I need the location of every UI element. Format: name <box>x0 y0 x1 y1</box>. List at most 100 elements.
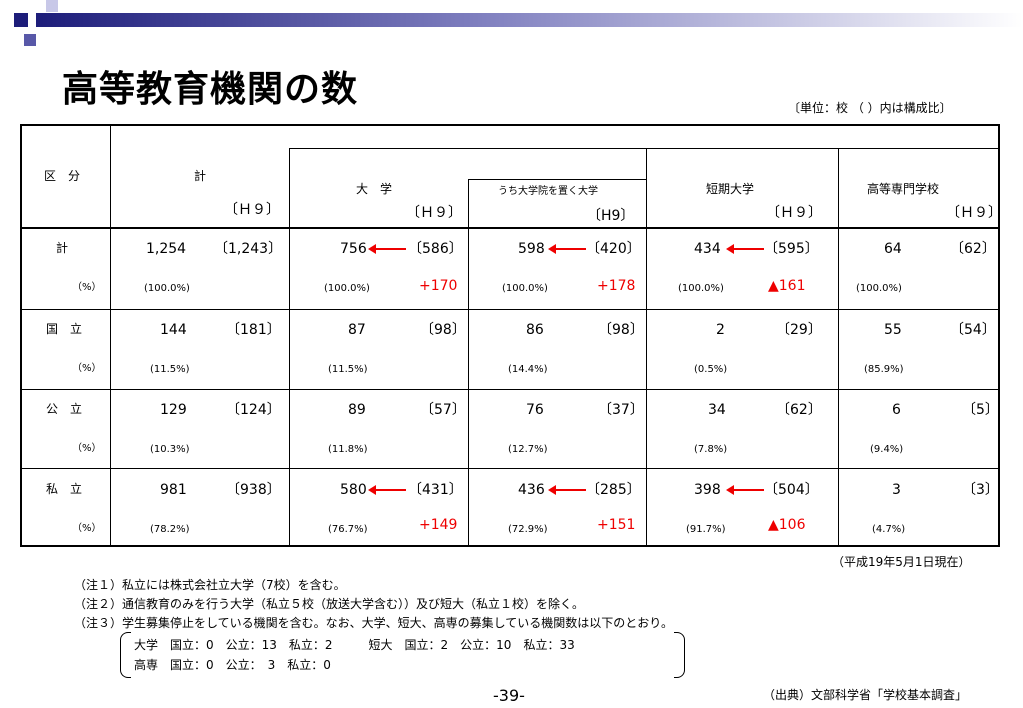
row-pct-label: （%） <box>72 282 102 293</box>
change-arrow <box>548 244 586 254</box>
cell-pct: (7.8%) <box>694 444 728 455</box>
cell-pct: (85.9%) <box>864 364 904 375</box>
cell-h9: 〔98〕 <box>420 322 466 338</box>
cell-value: 2 <box>716 322 725 338</box>
cell-diff: ▲106 <box>768 517 806 533</box>
change-arrow <box>726 244 764 254</box>
institutions-table: 区 分 計 〔Ｈ９〕 大 学 〔Ｈ９〕 うち大学院を置く大学 〔H9〕 短期大学… <box>20 124 1002 547</box>
cell-h9: 〔54〕 <box>950 322 996 338</box>
header-junior-h9: 〔Ｈ９〕 <box>766 205 822 221</box>
page-title: 高等教育機関の数 <box>62 69 359 110</box>
note-3: （注３）学生募集停止をしている機関を含む。なお、大学、短大、高専の募集している機… <box>74 616 674 630</box>
row-pct-label: （%） <box>72 443 102 454</box>
cell-h9: 〔1,243〕 <box>214 241 283 257</box>
cell-pct: (76.7%) <box>328 524 368 535</box>
cell-value: 129 <box>160 402 187 418</box>
cell-diff: +170 <box>419 278 458 294</box>
cell-h9: 〔285〕 <box>586 482 641 498</box>
cell-value: 89 <box>348 402 366 418</box>
cell-pct: (0.5%) <box>694 364 728 375</box>
left-bracket <box>120 632 131 678</box>
cell-value: 981 <box>160 482 187 498</box>
header-grad: うち大学院を置く大学 <box>498 186 598 197</box>
row-label: 公 立 <box>46 402 83 416</box>
cell-value: 87 <box>348 322 366 338</box>
cell-diff: +149 <box>419 517 458 533</box>
cell-pct: (12.7%) <box>508 444 548 455</box>
row-divider <box>289 148 998 149</box>
change-arrow <box>368 485 406 495</box>
cell-value: 434 <box>694 241 721 257</box>
recruiting-line-2: 高専 国立：0 公立： 3 私立：0 <box>134 658 331 672</box>
col-divider <box>838 148 839 545</box>
unit-note: 〔単位：校 （ ）内は構成比〕 <box>788 101 952 115</box>
cell-h9: 〔98〕 <box>598 322 644 338</box>
cell-pct: (91.7%) <box>686 524 726 535</box>
row-divider <box>22 389 998 390</box>
cell-h9: 〔62〕 <box>776 402 822 418</box>
row-label: 国 立 <box>46 322 83 336</box>
cell-value: 34 <box>708 402 726 418</box>
header-junior: 短期大学 <box>706 182 755 196</box>
cell-pct: (9.4%) <box>870 444 904 455</box>
cell-pct: (100.0%) <box>856 283 902 294</box>
header-total: 計 <box>194 169 207 183</box>
top-gradient-bar <box>36 13 1023 27</box>
cell-pct: (11.5%) <box>150 364 190 375</box>
page-number: -39- <box>493 686 525 705</box>
cell-h9: 〔595〕 <box>764 241 819 257</box>
cell-value: 86 <box>526 322 544 338</box>
cell-value: 144 <box>160 322 187 338</box>
cell-value: 64 <box>884 241 902 257</box>
cell-value: 598 <box>518 241 545 257</box>
header-tech-h9: 〔Ｈ９〕 <box>946 205 1002 221</box>
row-pct-label: （%） <box>72 363 102 374</box>
cell-value: 6 <box>892 402 901 418</box>
source-citation: （出典）文部科学省「学校基本調査」 <box>763 688 968 702</box>
cell-value: 3 <box>892 482 901 498</box>
corner-square-light <box>46 0 58 12</box>
col-divider <box>468 179 469 545</box>
header-univ-h9: 〔Ｈ９〕 <box>406 205 462 221</box>
cell-h9: 〔124〕 <box>226 402 281 418</box>
corner-square-dark <box>14 13 28 27</box>
corner-square-mid <box>24 34 36 46</box>
row-divider <box>468 179 646 180</box>
col-divider <box>110 126 111 545</box>
cell-pct: (11.8%) <box>328 444 368 455</box>
cell-pct: (100.0%) <box>502 283 548 294</box>
row-label: 計 <box>56 241 69 255</box>
note-1: （注１）私立には株式会社立大学（7校）を含む。 <box>74 578 346 592</box>
cell-pct: (10.3%) <box>150 444 190 455</box>
header-univ: 大 学 <box>356 182 393 196</box>
cell-h9: 〔431〕 <box>408 482 463 498</box>
header-category: 区 分 <box>44 169 81 183</box>
note-2: （注２）通信教育のみを行う大学（私立５校（放送大学含む））及び短大（私立１校）を… <box>74 597 585 611</box>
header-total-h9: 〔Ｈ９〕 <box>224 202 280 218</box>
cell-pct: (78.2%) <box>150 524 190 535</box>
header-tech: 高等専門学校 <box>867 182 940 196</box>
cell-h9: 〔5〕 <box>962 402 999 418</box>
header-grad-h9: 〔H9〕 <box>587 208 635 224</box>
cell-pct: (14.4%) <box>508 364 548 375</box>
cell-pct: (100.0%) <box>144 283 190 294</box>
right-bracket <box>674 632 685 678</box>
change-arrow <box>548 485 586 495</box>
cell-pct: (11.5%) <box>328 364 368 375</box>
recruiting-line-1: 大学 国立：0 公立：13 私立：2 短大 国立：2 公立：10 私立：33 <box>134 638 575 652</box>
as-of-date: （平成19年5月1日現在） <box>832 555 971 569</box>
cell-h9: 〔29〕 <box>776 322 822 338</box>
col-divider <box>289 148 290 545</box>
row-label: 私 立 <box>46 482 83 496</box>
change-arrow <box>368 244 406 254</box>
cell-h9: 〔938〕 <box>226 482 281 498</box>
cell-value: 580 <box>340 482 367 498</box>
col-divider <box>646 148 647 545</box>
cell-h9: 〔62〕 <box>950 241 996 257</box>
cell-h9: 〔57〕 <box>420 402 466 418</box>
change-arrow <box>726 485 764 495</box>
cell-h9: 〔420〕 <box>586 241 641 257</box>
cell-h9: 〔586〕 <box>408 241 463 257</box>
cell-value: 756 <box>340 241 367 257</box>
cell-value: 398 <box>694 482 721 498</box>
